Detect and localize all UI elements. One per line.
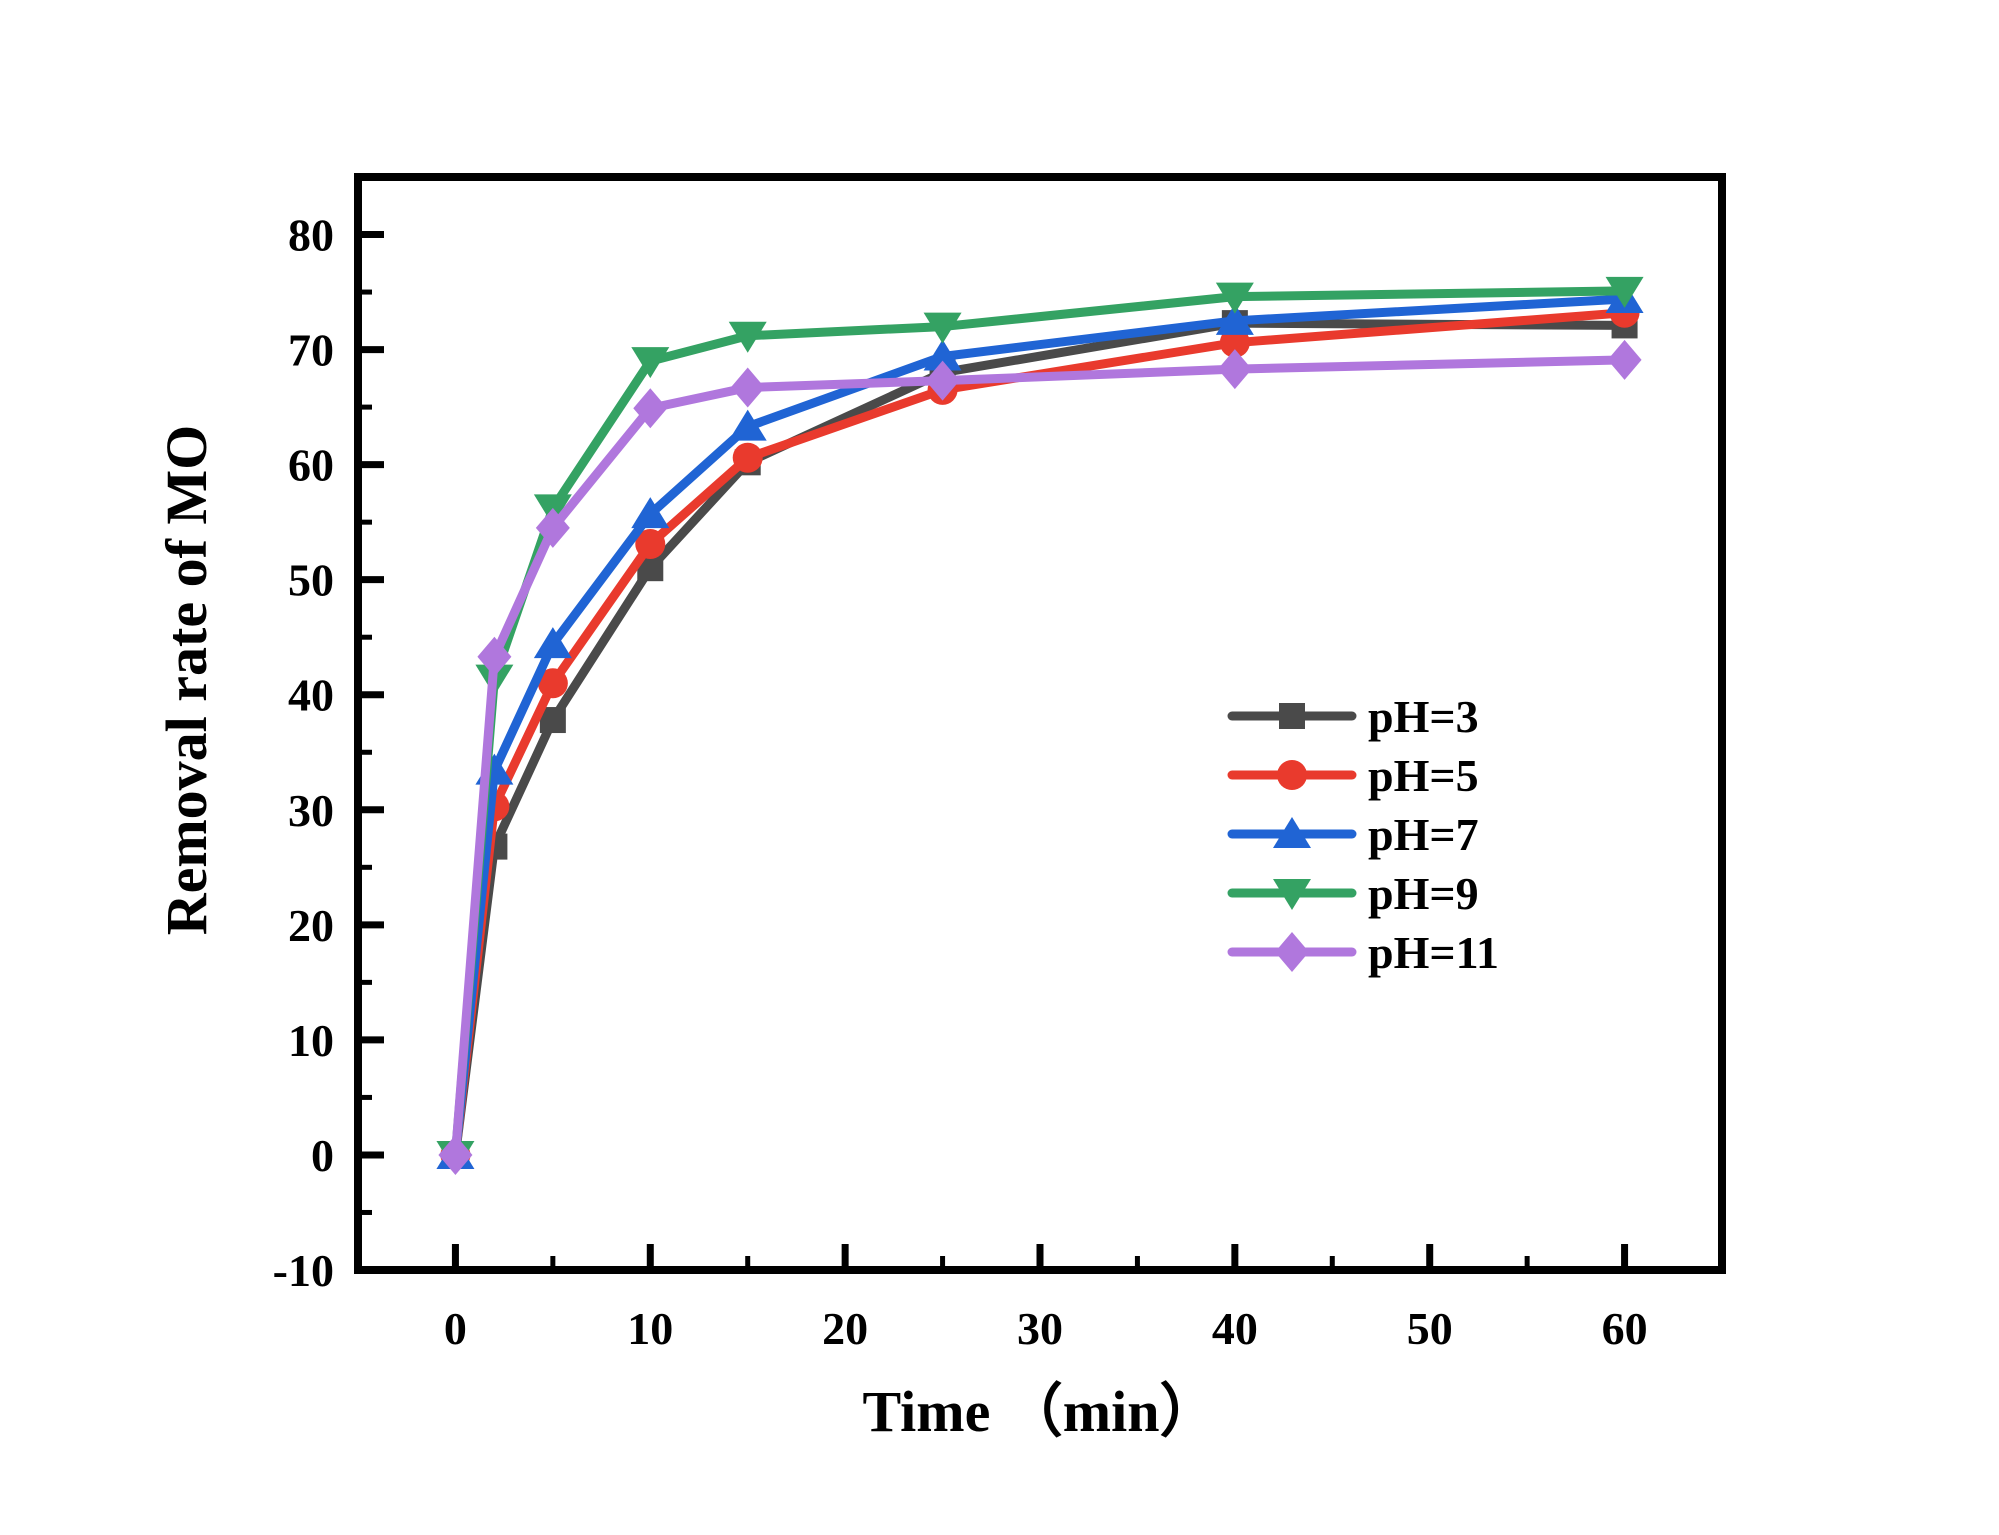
series-ph3-line: [450, 318, 1630, 1160]
series-ph7-marker: [923, 339, 962, 371]
series-ph11-marker: [1217, 349, 1252, 390]
y-tick-label: 20: [288, 900, 334, 951]
series-ph7-marker: [631, 497, 670, 529]
legend-ph5-label: pH=5: [1368, 750, 1479, 801]
legend-ph7-marker-icon: [1273, 817, 1311, 848]
x-tick-label: 60: [1602, 1303, 1648, 1354]
series-ph11-marker: [1607, 339, 1642, 380]
legend-ph9-label: pH=9: [1368, 868, 1479, 919]
x-tick-label: 10: [627, 1303, 673, 1354]
series-ph7-line: [450, 294, 1630, 1160]
series-ph11-marker: [730, 367, 765, 408]
legend-ph5-marker-icon: [1277, 760, 1307, 790]
series-ph9-marker: [1605, 276, 1644, 308]
y-tick-label: 40: [288, 670, 334, 721]
legend-ph3-label: pH=3: [1368, 691, 1479, 742]
x-tick-label: 0: [444, 1303, 467, 1354]
series-ph11-marker: [633, 388, 668, 429]
x-tick-label: 50: [1407, 1303, 1453, 1354]
y-tick-label: 10: [288, 1015, 334, 1066]
y-tick-label: -10: [273, 1245, 334, 1296]
y-tick-label: 70: [288, 325, 334, 376]
series-ph9-marker: [923, 312, 962, 344]
series-ph11-marker: [925, 360, 960, 401]
series-ph11-marker: [438, 1134, 473, 1175]
y-tick-label: 0: [311, 1130, 334, 1181]
series-ph5-marker: [635, 529, 666, 560]
legend-ph7-label: pH=7: [1368, 809, 1479, 860]
legend-ph11-label: pH=11: [1368, 927, 1499, 978]
y-tick-label: 30: [288, 785, 334, 836]
series-ph11-line: [450, 355, 1630, 1160]
x-tick-label: 40: [1212, 1303, 1258, 1354]
series-ph11-marker: [477, 636, 512, 677]
x-tick-label: 30: [1017, 1303, 1063, 1354]
series-ph9-marker: [631, 347, 670, 379]
series-ph5-marker: [537, 668, 568, 699]
series-ph5-marker: [732, 442, 763, 473]
series-ph7-marker: [1215, 303, 1254, 335]
y-tick-label: 60: [288, 440, 334, 491]
series-ph9-marker: [1215, 282, 1254, 314]
series-ph9-marker: [728, 321, 767, 353]
legend-ph3-marker-icon: [1279, 703, 1305, 729]
legend-ph11-marker-icon: [1275, 932, 1309, 972]
x-tick-label: 20: [822, 1303, 868, 1354]
x-axis-title: Time （min）: [863, 1379, 1218, 1444]
y-axis-title: Removal rate of MO: [154, 425, 219, 936]
series-ph5-line: [450, 308, 1630, 1160]
series-ph5-marker: [1219, 327, 1250, 358]
legend-ph9-marker-icon: [1273, 879, 1311, 910]
series-ph7-marker: [728, 409, 767, 441]
series-ph11-marker: [535, 507, 570, 548]
series-ph7-marker: [533, 627, 572, 659]
y-tick-label: 80: [288, 210, 334, 261]
y-tick-label: 50: [288, 555, 334, 606]
